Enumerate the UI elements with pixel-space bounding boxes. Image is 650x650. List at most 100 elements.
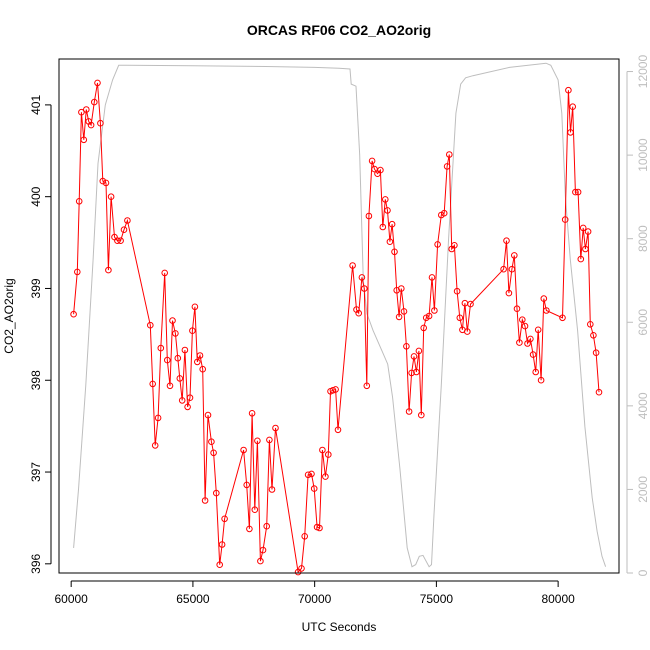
co2-point bbox=[582, 245, 589, 253]
co2-point bbox=[532, 368, 540, 376]
x-tick-label: 60000 bbox=[54, 592, 88, 606]
co2-point bbox=[218, 541, 226, 548]
co2-point bbox=[308, 470, 315, 478]
co2-point bbox=[388, 220, 396, 228]
co2-point bbox=[405, 408, 413, 415]
co2-point bbox=[174, 354, 182, 362]
co2-point bbox=[166, 382, 174, 390]
co2-point bbox=[368, 157, 376, 165]
co2-point bbox=[259, 546, 267, 554]
y2-tick-label: 10000 bbox=[636, 138, 650, 172]
co2-point bbox=[386, 238, 394, 245]
co2-point bbox=[74, 268, 81, 276]
plot-frame bbox=[58, 58, 620, 574]
co2-point bbox=[527, 335, 534, 343]
x-tick-label: 75000 bbox=[420, 592, 454, 606]
co2-point bbox=[529, 351, 537, 358]
co2-point bbox=[210, 449, 217, 457]
y-tick-label: 401 bbox=[29, 95, 43, 115]
co2-point bbox=[213, 489, 220, 497]
x-tick-label: 70000 bbox=[298, 592, 332, 606]
co2-point bbox=[500, 265, 507, 273]
co2-line bbox=[73, 82, 600, 574]
co2-point bbox=[363, 382, 371, 390]
y-tick-label: 400 bbox=[29, 186, 43, 206]
co2-point bbox=[521, 322, 529, 330]
co2-point bbox=[511, 252, 518, 259]
y2-tick-label: 2000 bbox=[636, 476, 650, 503]
co2-point bbox=[358, 274, 366, 281]
y2-tick-label: 4000 bbox=[636, 392, 650, 419]
co2-point bbox=[410, 353, 418, 360]
co2-point bbox=[395, 313, 403, 321]
co2-point bbox=[301, 533, 309, 540]
co2-point bbox=[272, 424, 279, 432]
co2-point bbox=[319, 446, 326, 454]
co2-point bbox=[186, 394, 194, 402]
co2-point bbox=[579, 224, 587, 232]
y2-tick-label: 0 bbox=[636, 569, 650, 576]
co2-point bbox=[204, 411, 212, 419]
co2-point bbox=[567, 129, 574, 136]
x-tick-label: 65000 bbox=[176, 592, 210, 606]
co2-point bbox=[240, 446, 247, 454]
co2-point bbox=[310, 485, 318, 492]
co2-point bbox=[334, 426, 342, 434]
co2-point bbox=[172, 330, 179, 337]
co2-point bbox=[349, 262, 356, 269]
co2-point bbox=[413, 368, 420, 376]
y2-tick-label: 12000 bbox=[636, 55, 650, 89]
co2-point bbox=[254, 437, 261, 445]
co2-point bbox=[154, 414, 162, 422]
co2-point bbox=[524, 340, 531, 347]
co2-point bbox=[384, 207, 391, 214]
co2-point bbox=[257, 557, 264, 565]
co2-point bbox=[191, 303, 199, 311]
co2-point bbox=[189, 327, 196, 335]
co2-point bbox=[107, 193, 115, 200]
co2-series bbox=[70, 79, 603, 576]
co2-point bbox=[114, 237, 121, 244]
co2-point bbox=[434, 241, 441, 248]
y2-tick-label: 6000 bbox=[636, 309, 650, 336]
co2-point bbox=[268, 486, 276, 493]
altitude-line bbox=[73, 62, 607, 568]
co2-point bbox=[151, 442, 159, 449]
co2-point bbox=[124, 217, 131, 224]
co2-point bbox=[431, 307, 438, 314]
co2-point bbox=[425, 312, 433, 320]
co2-point bbox=[161, 269, 168, 277]
co2-point bbox=[178, 397, 186, 404]
co2-point bbox=[561, 216, 569, 223]
co2-point bbox=[201, 497, 209, 504]
co2-point bbox=[592, 349, 600, 357]
co2-point bbox=[574, 188, 582, 196]
co2-point bbox=[451, 242, 458, 249]
co2-point bbox=[391, 248, 398, 256]
co2-point bbox=[565, 86, 572, 94]
co2-point bbox=[503, 237, 510, 244]
co2-point bbox=[105, 266, 112, 274]
co2-point bbox=[304, 471, 312, 479]
co2-point bbox=[379, 223, 387, 231]
co2-point bbox=[590, 332, 597, 339]
co2-point bbox=[508, 265, 516, 273]
co2-point bbox=[298, 565, 305, 572]
co2-point bbox=[505, 289, 513, 297]
co2-point bbox=[534, 326, 542, 334]
co2-point bbox=[251, 506, 259, 514]
y-tick-label: 397 bbox=[29, 462, 43, 482]
co2-point bbox=[294, 568, 302, 576]
co2-point bbox=[149, 380, 156, 388]
co2-point bbox=[243, 481, 250, 489]
x-tick-label: 80000 bbox=[541, 592, 575, 606]
co2-point bbox=[194, 358, 201, 366]
axes: 60000 65000 70000 75000 80000396397398399400… bbox=[29, 55, 650, 606]
co2-point bbox=[400, 308, 408, 315]
y-tick-label: 399 bbox=[29, 278, 43, 298]
co2-point bbox=[80, 136, 88, 144]
x-axis-label: UTC Seconds bbox=[302, 620, 377, 634]
co2-point bbox=[216, 561, 223, 569]
co2-point bbox=[453, 287, 461, 295]
